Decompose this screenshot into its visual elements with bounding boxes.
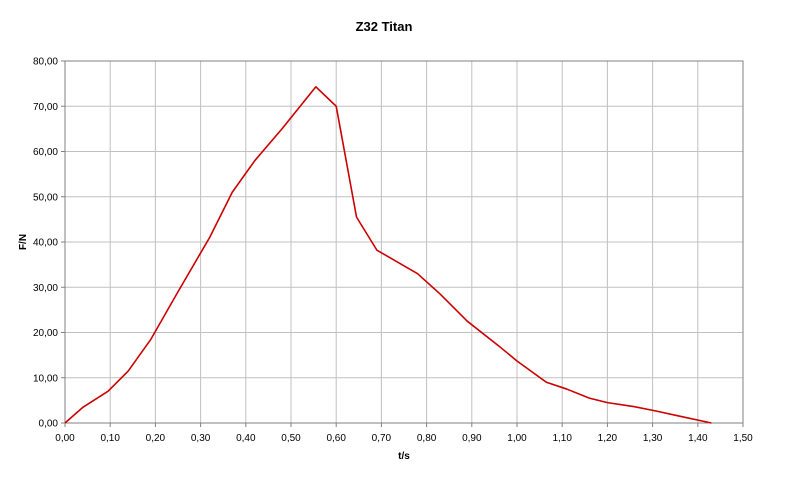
y-tick-label: 80,00	[33, 57, 58, 68]
x-tick-label: 0,00	[55, 433, 75, 444]
x-tick-label: 0,40	[236, 433, 256, 444]
x-tick-label: 0,50	[281, 433, 301, 444]
x-tick-label: 0,10	[100, 433, 120, 444]
chart-title: Z32 Titan	[356, 19, 413, 34]
grid	[65, 61, 743, 423]
x-tick-label: 0,20	[146, 433, 166, 444]
x-tick-label: 0,30	[191, 433, 211, 444]
x-tick-label: 1,00	[507, 433, 527, 444]
y-tick-label: 0,00	[39, 419, 59, 430]
y-tick-label: 70,00	[33, 102, 58, 113]
x-tick-label: 1,50	[733, 433, 753, 444]
x-tick-label: 1,40	[688, 433, 708, 444]
y-tick-label: 50,00	[33, 192, 58, 203]
x-tick-label: 1,10	[552, 433, 572, 444]
x-tick-label: 1,30	[643, 433, 663, 444]
y-tick-label: 40,00	[33, 238, 58, 249]
y-tick-label: 10,00	[33, 373, 58, 384]
series-line	[64, 85, 712, 424]
x-tick-label: 0,60	[326, 433, 346, 444]
y-tick-label: 30,00	[33, 283, 58, 294]
x-tick-label: 0,70	[372, 433, 392, 444]
x-axis-title: t/s	[398, 451, 410, 462]
y-axis-title: F/N	[18, 234, 29, 250]
y-tick-label: 20,00	[33, 328, 58, 339]
x-tick-label: 0,80	[417, 433, 437, 444]
y-tick-label: 60,00	[33, 147, 58, 158]
x-tick-label: 0,90	[462, 433, 482, 444]
axis-ticks: 0,00 0,10 0,20 0,30 0,40 0,50 0,60 0,70 0,80 0,90…	[33, 57, 753, 445]
x-tick-label: 1,20	[598, 433, 618, 444]
